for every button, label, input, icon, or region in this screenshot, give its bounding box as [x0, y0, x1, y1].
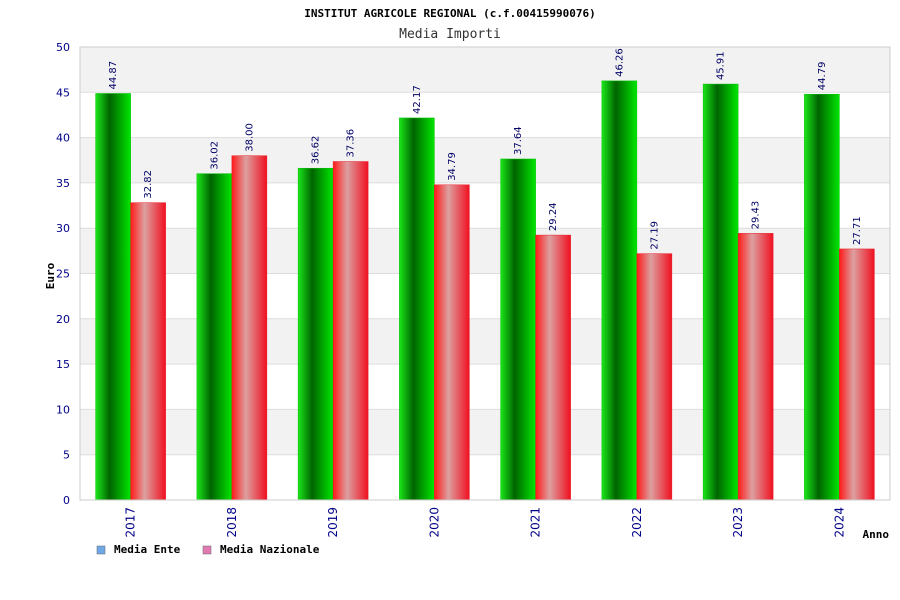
bar-media-nazionale — [839, 248, 875, 501]
y-tick-label: 20 — [56, 313, 70, 326]
y-tick-label: 10 — [56, 403, 70, 416]
x-tick-label: 2023 — [731, 507, 745, 538]
data-label: 38.00 — [244, 123, 255, 152]
y-tick-label: 50 — [56, 41, 70, 54]
legend: Media Ente Media Nazionale — [96, 543, 320, 556]
data-label: 37.36 — [346, 129, 357, 158]
x-axis-categories: 2017 2018 2019 2020 2021 2022 2023 2024 — [124, 507, 847, 538]
plot-frame — [79, 46, 891, 501]
y-tick-label: 25 — [56, 268, 70, 281]
bar-media-nazionale — [332, 161, 369, 501]
chart-subtitle: Media Importi — [399, 27, 501, 42]
x-tick-label: 2018 — [225, 507, 239, 538]
x-tick-label: 2024 — [832, 507, 846, 538]
data-label: 36.02 — [209, 141, 220, 170]
data-labels: 44.87 32.82 36.02 38.00 36.62 37.36 42.17 34.79… — [108, 48, 863, 249]
bar-media-ente — [702, 83, 739, 501]
legend-label-media-ente: Media Ente — [114, 543, 181, 556]
data-label: 27.71 — [852, 216, 863, 245]
data-label: 27.19 — [649, 221, 660, 250]
bars — [95, 80, 875, 501]
y-tick-label: 45 — [56, 86, 70, 99]
data-label: 42.17 — [412, 85, 423, 114]
data-label: 34.79 — [447, 152, 458, 181]
data-label: 36.62 — [311, 136, 322, 165]
bar-media-ente — [297, 167, 334, 501]
x-tick-label: 2020 — [427, 507, 441, 538]
y-axis-label: Euro — [44, 262, 57, 289]
y-tick-label: 35 — [56, 177, 70, 190]
bar-media-nazionale — [130, 202, 166, 501]
bar-media-ente — [196, 173, 233, 501]
y-tick-label: 5 — [63, 449, 70, 462]
bar-media-ente — [804, 93, 840, 501]
bar-media-ente — [500, 158, 536, 501]
x-axis-label: Anno — [863, 528, 890, 541]
data-label: 37.64 — [513, 126, 524, 155]
y-tick-label: 15 — [56, 358, 70, 371]
y-tick-label: 0 — [63, 494, 70, 507]
bar-media-nazionale — [535, 234, 571, 501]
grid-band — [80, 47, 890, 93]
bar-media-ente — [601, 80, 638, 501]
x-tick-label: 2019 — [326, 507, 340, 538]
y-tick-label: 30 — [56, 222, 70, 235]
legend-swatch-media-ente — [96, 545, 106, 555]
data-label: 45.91 — [716, 51, 727, 80]
data-label: 32.82 — [143, 170, 154, 199]
x-tick-label: 2017 — [124, 507, 138, 538]
x-tick-label: 2021 — [529, 507, 543, 538]
bar-media-ente — [399, 117, 435, 501]
y-axis-ticks: 0 5 10 15 20 25 30 35 40 45 50 — [56, 41, 70, 507]
data-label: 44.79 — [817, 62, 828, 91]
bar-media-nazionale — [231, 155, 268, 501]
data-label: 44.87 — [108, 61, 119, 90]
data-label: 46.26 — [614, 48, 625, 77]
bar-media-ente — [95, 93, 131, 501]
chart-title: INSTITUT AGRICOLE REGIONAL (c.f.00415990… — [304, 7, 595, 20]
bar-media-nazionale — [636, 253, 673, 501]
legend-swatch-media-nazionale — [202, 545, 212, 555]
x-tick-label: 2022 — [630, 507, 644, 538]
data-label: 29.24 — [548, 202, 559, 231]
bar-media-nazionale — [434, 184, 470, 501]
y-tick-label: 40 — [56, 132, 70, 145]
bar-media-nazionale — [737, 233, 774, 501]
legend-label-media-nazionale: Media Nazionale — [220, 543, 320, 556]
data-label: 29.43 — [751, 201, 762, 230]
